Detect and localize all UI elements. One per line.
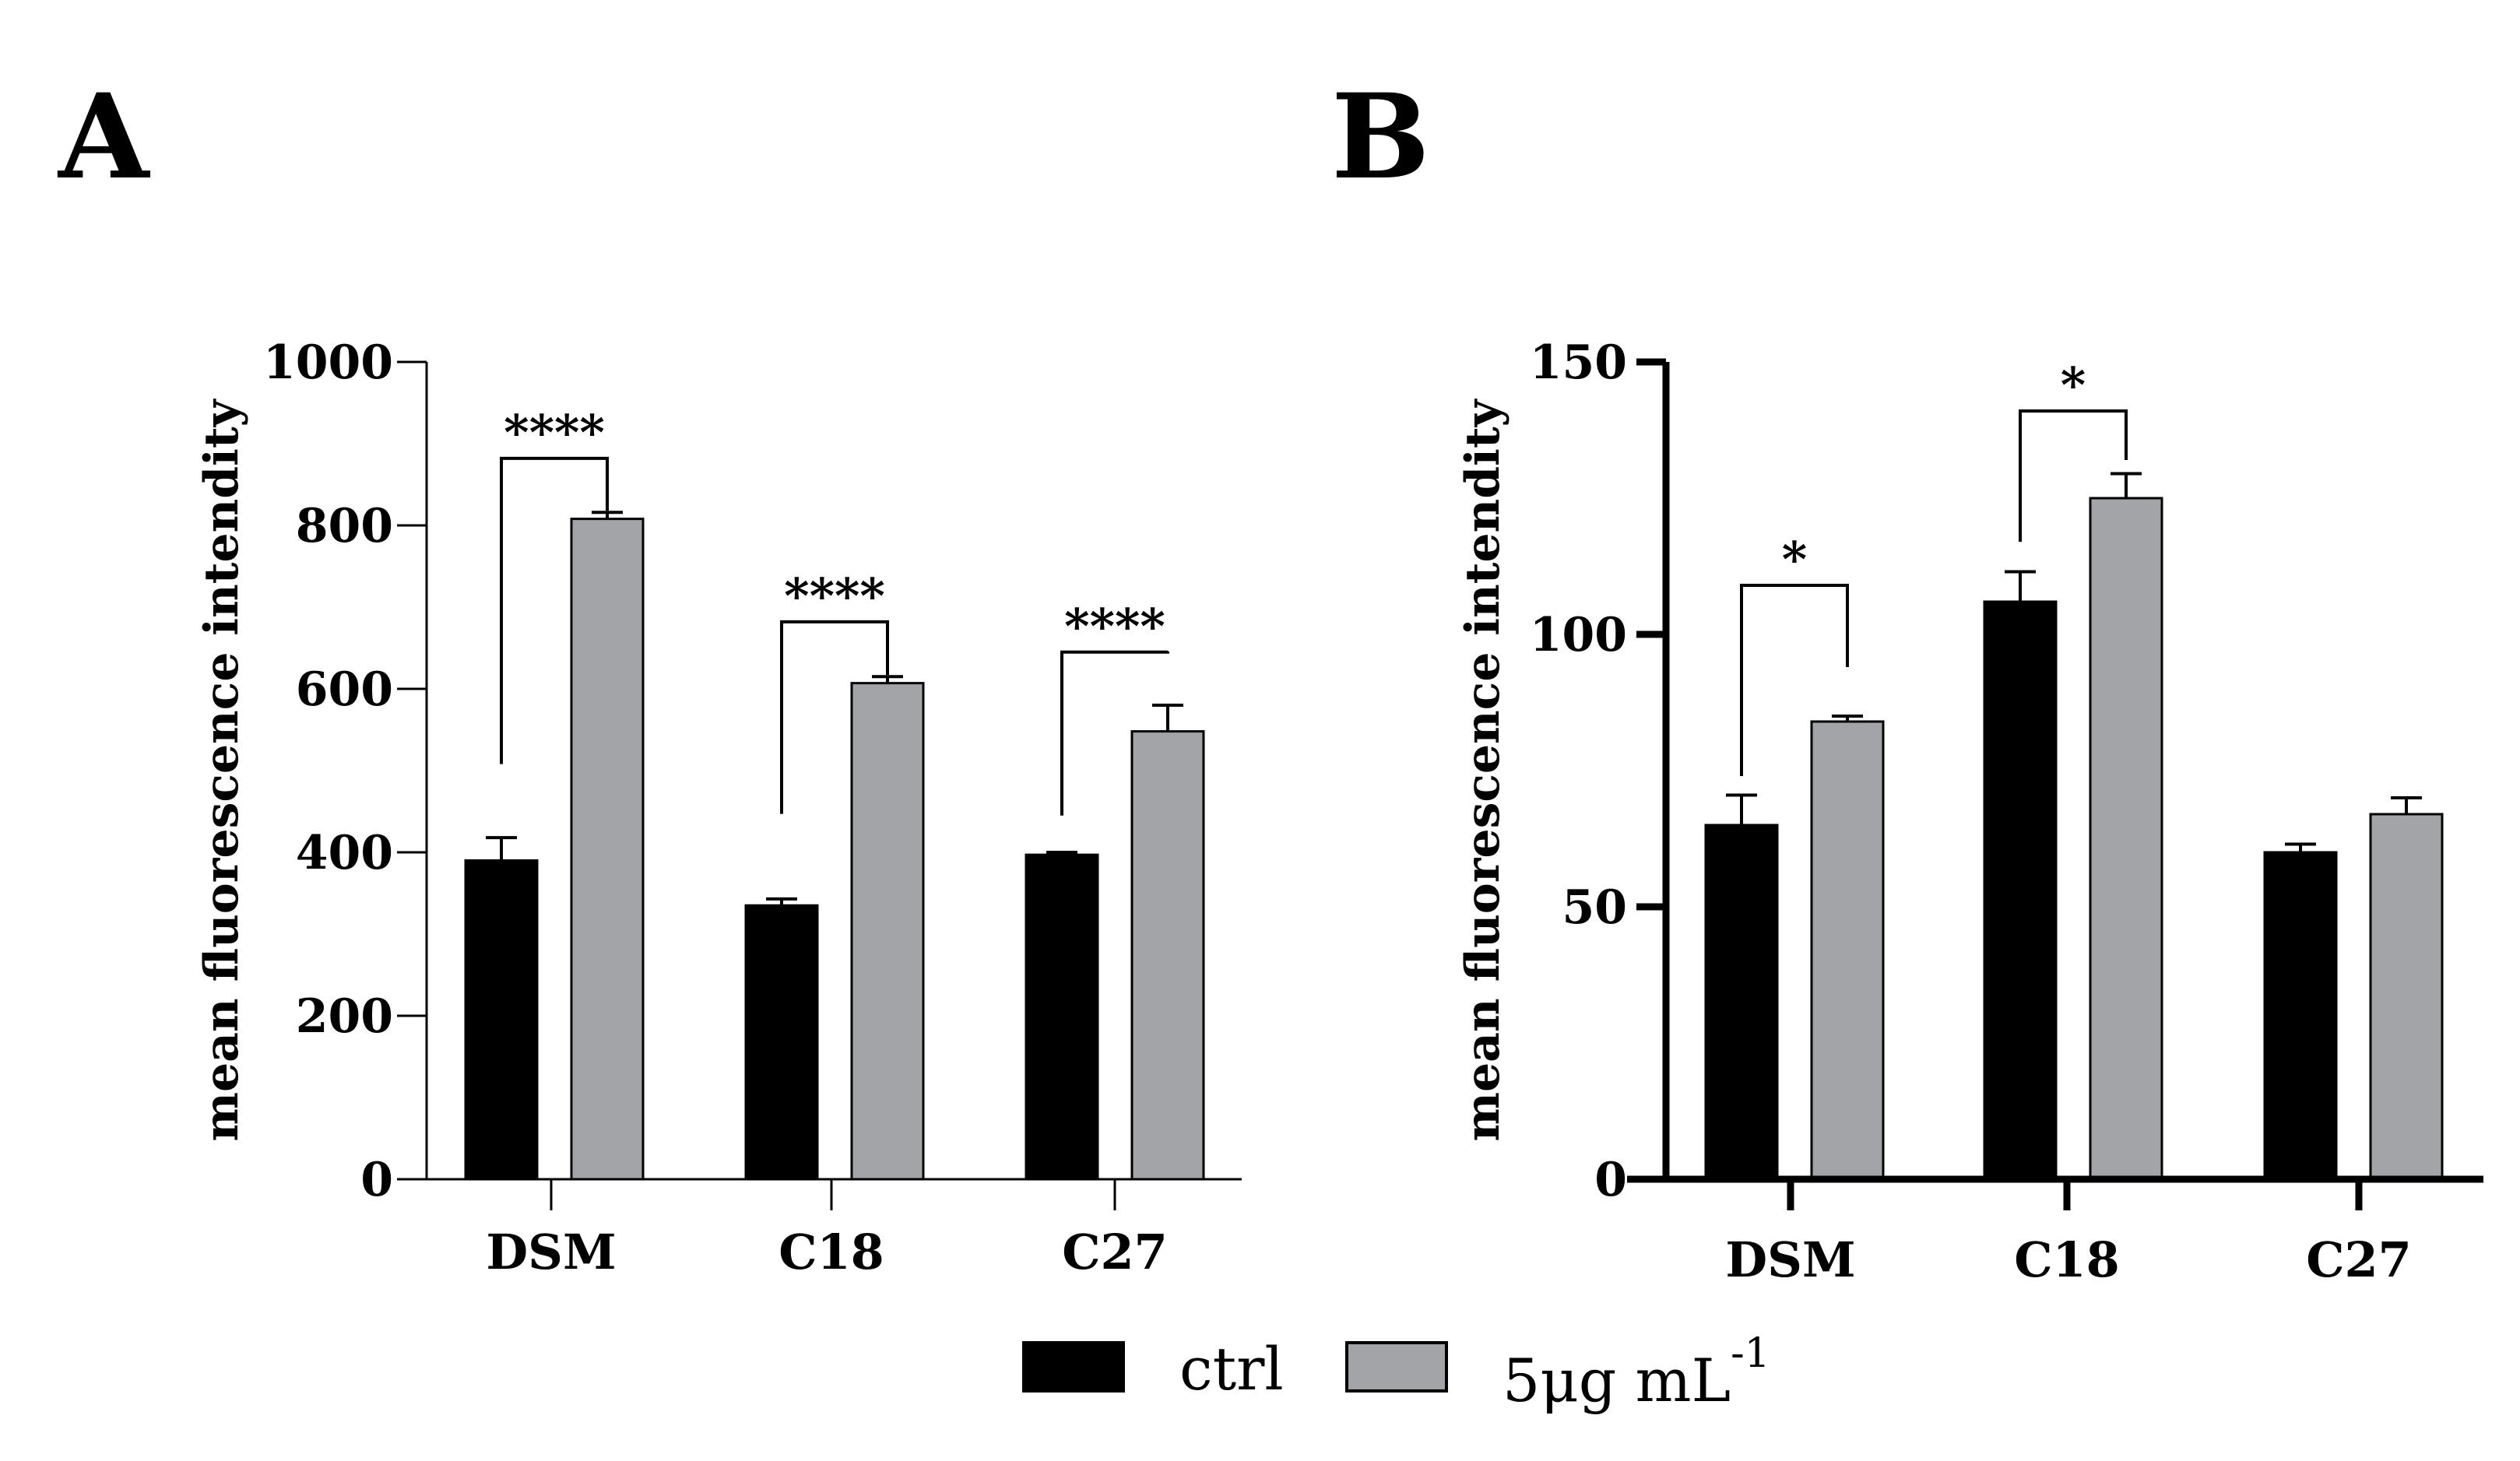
y-tick-label-b-150: 150 bbox=[1530, 335, 1627, 390]
x-tick-label-b-c18: C18 bbox=[2014, 1231, 2120, 1288]
significance-bracket-b-c18 bbox=[2019, 409, 2128, 542]
legend-swatch-ctrl bbox=[1022, 1341, 1125, 1393]
bar-b-c27-ctrl bbox=[2263, 851, 2338, 1181]
x-tick-label-a-dsm: DSM bbox=[486, 1224, 616, 1280]
bar-a-c18-5ug bbox=[850, 682, 925, 1181]
significance-label-a-c27: **** bbox=[1064, 598, 1165, 655]
bar-a-c18-ctrl bbox=[744, 904, 819, 1181]
y-tick-label-a-800: 800 bbox=[296, 499, 393, 553]
significance-label-b-dsm: * bbox=[1782, 531, 1807, 588]
significance-bracket-a-c18 bbox=[780, 620, 889, 814]
y-tick-label-b-0: 0 bbox=[1594, 1153, 1627, 1207]
legend-label-5ug: 5μg mL-1 bbox=[1503, 1330, 1770, 1415]
bar-b-dsm-ctrl bbox=[1704, 824, 1779, 1181]
significance-bracket-b-dsm bbox=[1740, 584, 1849, 776]
x-tick-label-b-c27: C27 bbox=[2306, 1231, 2412, 1288]
chart-panel-b: mean fluorescence intendity 0 50 100 150 DSM C… bbox=[1456, 335, 2483, 1288]
panel-letter-b: B bbox=[1331, 68, 1430, 205]
significance-label-a-c18: **** bbox=[784, 567, 885, 624]
bar-a-dsm-5ug bbox=[570, 518, 645, 1181]
legend-label-5ug-main: 5μg mL bbox=[1503, 1346, 1731, 1415]
bar-a-dsm-ctrl bbox=[464, 859, 539, 1181]
y-axis-title-a: mean fluorescence intendity bbox=[195, 398, 249, 1141]
bar-b-c18-ctrl bbox=[1983, 600, 2058, 1181]
y-tick-label-b-100: 100 bbox=[1530, 608, 1627, 662]
legend: ctrl 5μg mL-1 bbox=[1022, 1330, 1770, 1415]
panel-letter-a: A bbox=[57, 68, 151, 205]
chart-panel-a: mean fluorescence intendity 0 200 400 600 800… bbox=[195, 335, 1242, 1280]
y-tick-label-a-600: 600 bbox=[296, 662, 393, 717]
x-tick-label-b-dsm: DSM bbox=[1725, 1231, 1855, 1288]
y-tick-label-a-1000: 1000 bbox=[263, 335, 393, 390]
bar-a-c27-5ug bbox=[1130, 730, 1205, 1181]
significance-label-b-c18: * bbox=[2061, 356, 2086, 413]
y-axis-title-b: mean fluorescence intendity bbox=[1456, 398, 1510, 1141]
x-tick-label-a-c27: C27 bbox=[1062, 1224, 1168, 1280]
bar-a-c27-ctrl bbox=[1025, 853, 1099, 1181]
significance-bracket-a-dsm bbox=[500, 456, 609, 764]
y-tick-label-a-0: 0 bbox=[360, 1153, 393, 1207]
bar-b-c18-5ug bbox=[2089, 497, 2163, 1181]
legend-swatch-5ug bbox=[1345, 1341, 1448, 1393]
legend-label-5ug-superscript: -1 bbox=[1731, 1330, 1770, 1377]
bar-b-c27-5ug bbox=[2369, 813, 2444, 1181]
significance-bracket-a-c27 bbox=[1060, 650, 1169, 816]
y-tick-label-a-200: 200 bbox=[296, 989, 393, 1044]
significance-label-a-dsm: **** bbox=[504, 404, 605, 461]
y-tick-label-b-50: 50 bbox=[1562, 880, 1628, 935]
legend-label-ctrl: ctrl bbox=[1179, 1334, 1284, 1403]
bar-b-dsm-5ug bbox=[1810, 720, 1885, 1181]
y-tick-label-a-400: 400 bbox=[296, 826, 393, 880]
x-tick-label-a-c18: C18 bbox=[778, 1224, 884, 1280]
